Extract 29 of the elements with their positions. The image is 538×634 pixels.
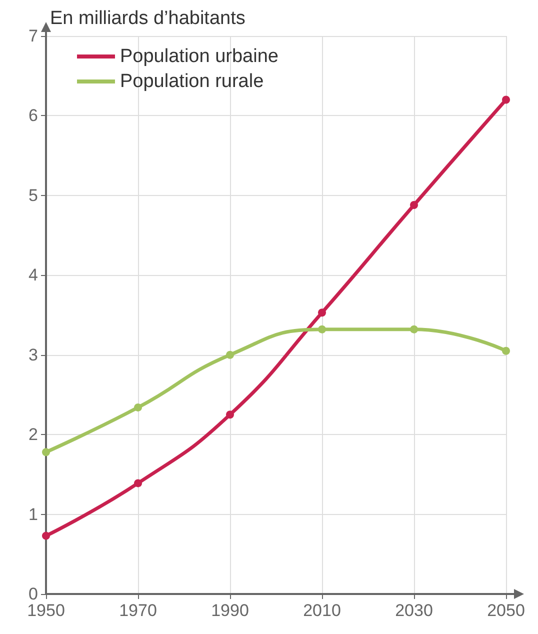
y-tick-label: 7 <box>28 26 38 46</box>
y-tick-label: 6 <box>28 106 38 126</box>
point <box>410 325 418 334</box>
point <box>318 325 326 334</box>
y-tick-label: 1 <box>28 504 38 524</box>
y-tick-label: 4 <box>28 266 38 285</box>
point <box>42 448 50 456</box>
point <box>502 96 510 104</box>
point <box>42 532 50 540</box>
point <box>410 200 418 209</box>
x-tick-label: 1950 <box>27 601 65 620</box>
y-tick-label: 3 <box>28 345 38 364</box>
x-tick-label: 2050 <box>487 601 525 620</box>
x-tick-label: 2030 <box>395 601 433 620</box>
point <box>134 403 142 412</box>
legend-label: Population rurale <box>120 71 264 92</box>
y-tick-label: 2 <box>28 425 38 444</box>
point <box>134 479 142 488</box>
legend-label: Population urbaine <box>120 46 278 67</box>
x-tick-label: 1990 <box>211 601 249 620</box>
x-tick-label: 2010 <box>303 601 341 620</box>
y-axis-title: En milliards d’habitants <box>50 8 246 29</box>
y-tick-label: 5 <box>28 186 38 205</box>
point <box>226 350 234 359</box>
y-tick-label: 0 <box>28 584 38 604</box>
point <box>226 410 234 419</box>
point <box>318 308 326 317</box>
point <box>502 346 510 355</box>
x-tick-label: 1970 <box>119 601 157 620</box>
